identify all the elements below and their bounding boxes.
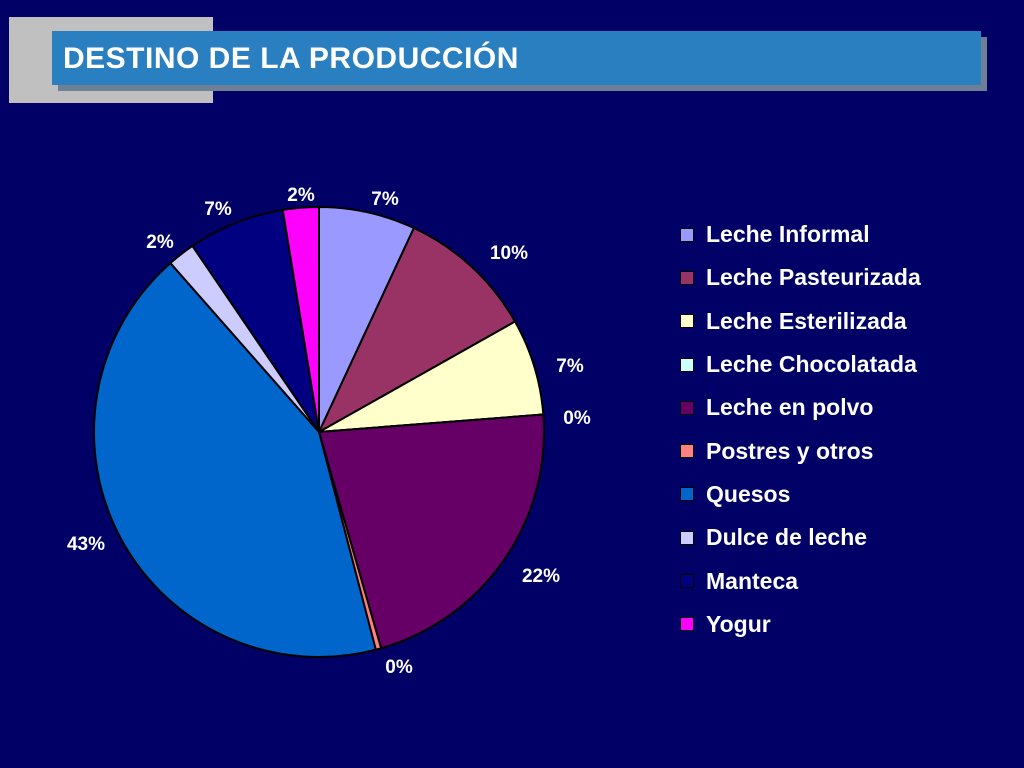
- slice-label-yogur: 2%: [287, 185, 315, 206]
- legend-item: Postres y otros: [680, 429, 1010, 472]
- legend-item: Manteca: [680, 559, 1010, 602]
- pie-slices: [93, 206, 545, 658]
- slice-label-quesos: 43%: [67, 534, 105, 555]
- slice-label-leche-chocolatada: 0%: [563, 408, 591, 429]
- legend-swatch: [680, 444, 694, 459]
- legend-swatch: [680, 270, 694, 285]
- slide-title: DESTINO DE LA PRODUCCIÓN: [63, 42, 519, 75]
- legend-item: Leche Esterilizada: [680, 300, 1010, 343]
- slice-label-leche-esterilizada: 7%: [556, 356, 584, 377]
- legend-swatch: [680, 400, 694, 415]
- legend-swatch: [680, 530, 694, 545]
- legend-label: Leche Chocolatada: [706, 351, 917, 378]
- slice-label-postres-y-otros: 0%: [385, 657, 413, 678]
- pie-slice-leche-pasteurizada: [318, 227, 517, 433]
- legend-label: Postres y otros: [706, 437, 874, 464]
- legend-label: Leche en polvo: [706, 394, 874, 421]
- legend-swatch: [680, 314, 694, 329]
- legend-item: Leche en polvo: [680, 386, 1010, 429]
- legend-label: Manteca: [706, 567, 799, 594]
- legend-item: Leche Informal: [680, 213, 1010, 256]
- legend-item: Yogur: [680, 603, 1010, 646]
- legend-swatch: [680, 227, 694, 242]
- legend-swatch: [680, 617, 694, 632]
- legend-label: Leche Esterilizada: [706, 307, 907, 334]
- pie-labels: 7% 10% 7% 0% 22% 0% 43% 2% 7% 2%: [67, 185, 591, 678]
- legend-swatch: [680, 357, 694, 372]
- legend-label: Dulce de leche: [706, 524, 868, 551]
- legend-swatch: [680, 574, 694, 589]
- pie-slice-yogur: [281, 206, 320, 433]
- chart-legend: Leche Informal Leche Pasteurizada Leche Es…: [680, 213, 1010, 646]
- pie-slice-leche-en-polvo: [318, 413, 545, 650]
- legend-label: Leche Pasteurizada: [706, 264, 921, 291]
- legend-item: Dulce de leche: [680, 516, 1010, 559]
- title-bar: DESTINO DE LA PRODUCCIÓN: [52, 31, 981, 85]
- legend-item: Leche Pasteurizada: [680, 256, 1010, 299]
- legend-label: Leche Informal: [706, 221, 870, 248]
- slice-label-manteca: 7%: [204, 199, 232, 220]
- legend-label: Quesos: [706, 480, 791, 507]
- legend-item: Leche Chocolatada: [680, 343, 1010, 386]
- pie-slice-quesos: [93, 262, 377, 658]
- slice-label-leche-informal: 7%: [371, 189, 399, 210]
- slice-label-leche-en-polvo: 22%: [522, 566, 560, 587]
- legend-swatch: [680, 487, 694, 502]
- legend-item: Quesos: [680, 473, 1010, 516]
- legend-label: Yogur: [706, 610, 771, 637]
- slice-label-dulce-de-leche: 2%: [146, 232, 174, 253]
- slice-label-leche-pasteurizada: 10%: [490, 243, 528, 264]
